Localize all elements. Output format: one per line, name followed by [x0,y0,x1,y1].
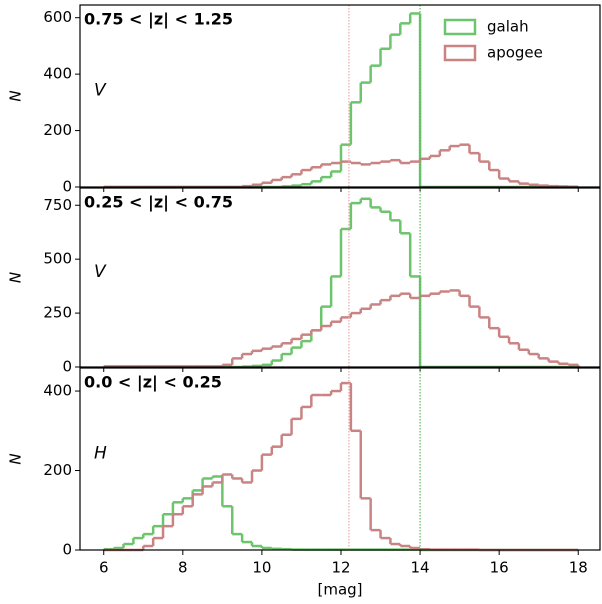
y-tick-label: 400 [43,65,72,83]
y-tick-label: 750 [43,196,72,214]
y-tick-label: 600 [43,8,72,26]
x-tick-label: 12 [331,559,350,577]
y-axis-label: N [7,272,25,283]
y-axis-label: N [7,453,25,464]
y-tick-label: 0 [62,541,72,559]
y-tick-label: 200 [43,121,72,139]
panel-frame [79,367,601,551]
panel-label: 0.25 < |z| < 0.75 [84,193,233,213]
x-tick-label: 6 [99,559,109,577]
panel-frame [79,4,601,188]
y-tick-label: 0 [62,358,72,376]
y-tick-label: 0 [62,178,72,196]
band-label: V [94,81,107,101]
legend-label: galah [487,18,529,36]
x-tick-label: 10 [252,559,271,577]
x-tick-label: 18 [569,559,588,577]
legend-label: apogee [487,44,543,62]
x-axis-label: [mag] [317,581,362,599]
x-tick-label: 14 [411,559,430,577]
y-tick-label: 250 [43,304,72,322]
panel-label: 0.0 < |z| < 0.25 [84,373,222,393]
y-tick-label: 400 [43,382,72,400]
panel-label: 0.75 < |z| < 1.25 [84,10,233,30]
band-label: V [94,262,107,282]
y-axis-label: N [7,90,25,101]
band-label: H [94,444,107,464]
x-tick-label: 16 [490,559,509,577]
panel-frame [79,187,601,368]
legend-swatch [443,44,477,62]
y-tick-label: 500 [43,250,72,268]
legend-swatch [443,18,477,36]
y-tick-label: 200 [43,461,72,479]
x-tick-label: 8 [178,559,188,577]
